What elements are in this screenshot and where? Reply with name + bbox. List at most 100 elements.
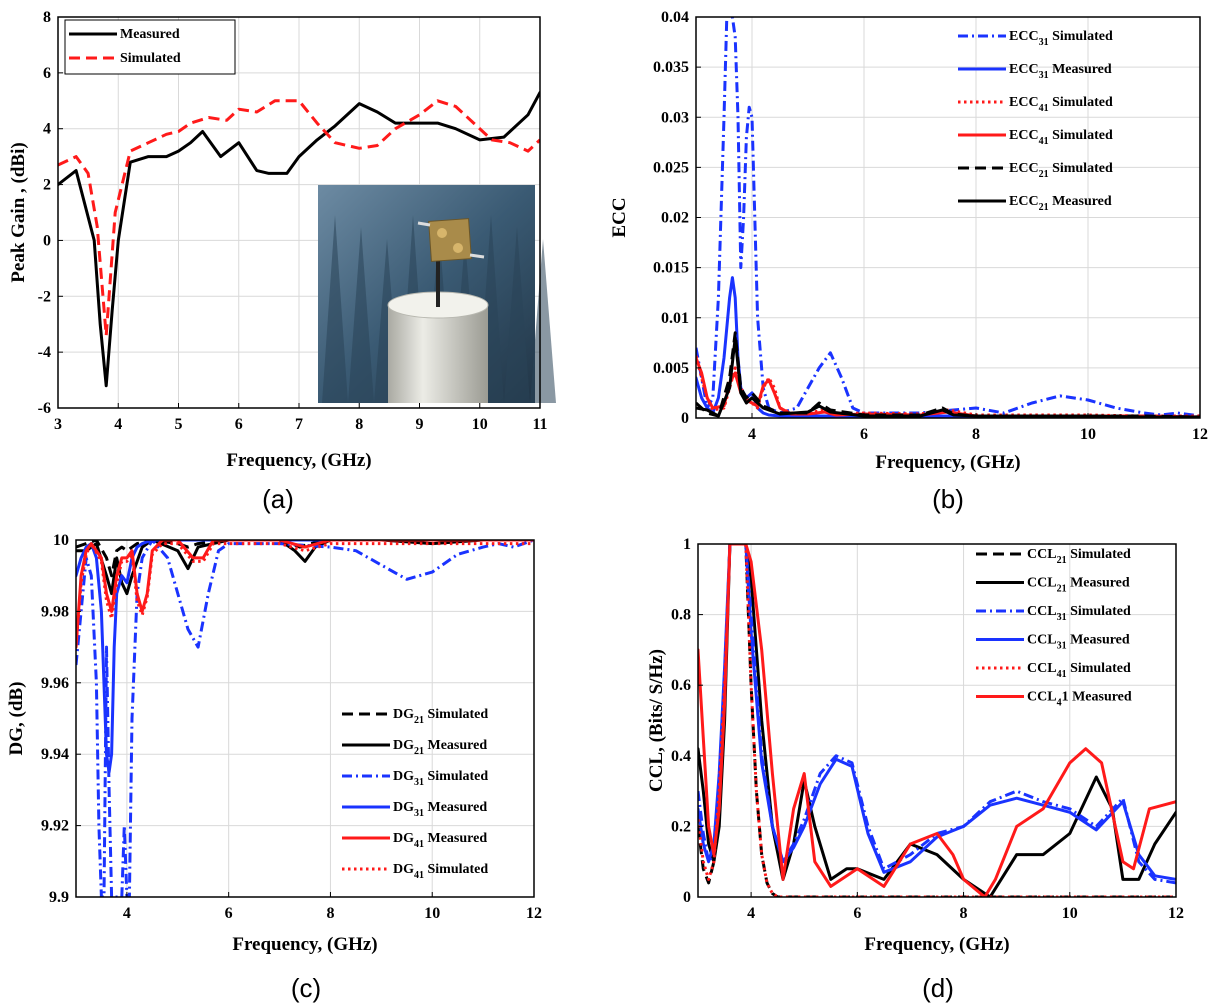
y-tick-label: 0.035 bbox=[653, 59, 689, 76]
y-tick-label: -6 bbox=[38, 400, 51, 417]
legend-box bbox=[64, 19, 236, 75]
legend-entry-label: DG21 Measured bbox=[393, 738, 487, 757]
y-axis-title: CCL, (Bits/ S/Hz) bbox=[646, 649, 667, 792]
series-line-3 bbox=[76, 540, 534, 897]
legend-entry-label: Measured bbox=[120, 27, 180, 42]
legend-entry-label: DG31 Measured bbox=[393, 800, 487, 819]
legend: CCL21 Simulated CCL21 Measured CCL31 Simul… bbox=[976, 547, 1132, 709]
y-axis-title: Peak Gain , (dBi) bbox=[8, 142, 29, 282]
absorber-cone bbox=[322, 215, 348, 403]
mounting-rod bbox=[436, 255, 440, 307]
x-tick-label: 8 bbox=[326, 905, 334, 922]
y-tick-label: 9.94 bbox=[41, 746, 69, 763]
legend-entry-label: Simulated bbox=[120, 51, 181, 66]
absorber-cone bbox=[530, 239, 556, 403]
series-line-6 bbox=[696, 336, 1200, 418]
panel-label: (c) bbox=[291, 973, 321, 1003]
x-tick-label: 12 bbox=[1168, 905, 1184, 922]
y-tick-label: 9.98 bbox=[41, 603, 69, 620]
x-tick-label: 4 bbox=[114, 416, 122, 433]
x-tick-label: 4 bbox=[748, 426, 756, 443]
legend-entry-label: DG21 Simulated bbox=[393, 707, 488, 726]
y-tick-label: 1 bbox=[683, 536, 691, 553]
x-tick-label: 7 bbox=[295, 416, 303, 433]
x-axis-title: Frequency, (GHz) bbox=[226, 450, 371, 471]
legend-entry-label: DG31 Simulated bbox=[393, 769, 488, 788]
legend-entry-label: ECC21 Measured bbox=[1009, 194, 1112, 213]
y-tick-label: 0.025 bbox=[653, 159, 689, 176]
chart-panel-b: 4 6 8 10 12 0 0.005 0.01 0.015 0.02 0.025 0.03 0.035… bbox=[609, 9, 1208, 514]
chart-panel-d: 4 6 8 10 12 0 0.2 0.4 0.6 0.8 1 Frequency, (GHz) C… bbox=[646, 536, 1184, 1003]
y-tick-label: 2 bbox=[43, 177, 51, 194]
x-tick-label: 6 bbox=[235, 416, 243, 433]
plot-area-frame bbox=[697, 543, 1177, 898]
x-tick-label: 8 bbox=[960, 905, 968, 922]
panel-label: (b) bbox=[932, 484, 964, 514]
legend-entry-label: ECC41 Simulated bbox=[1009, 128, 1113, 147]
foam-support-cylinder bbox=[388, 305, 488, 403]
x-tick-label: 6 bbox=[853, 905, 861, 922]
y-tick-label: 9.92 bbox=[41, 818, 69, 835]
series-line-6 bbox=[698, 544, 1176, 897]
x-tick-label: 8 bbox=[972, 426, 980, 443]
x-tick-label: 8 bbox=[355, 416, 363, 433]
y-tick-label: 0.02 bbox=[661, 210, 689, 227]
antenna-photo-inset bbox=[318, 185, 556, 403]
y-tick-label: -4 bbox=[38, 344, 51, 361]
x-tick-label: 9 bbox=[416, 416, 424, 433]
absorber-cone bbox=[504, 227, 530, 403]
x-axis-title: Frequency, (GHz) bbox=[875, 452, 1020, 473]
x-tick-label: 12 bbox=[526, 905, 542, 922]
legend-entry-label: CCL41 Measured bbox=[1027, 690, 1132, 709]
series-line-2 bbox=[76, 540, 534, 596]
legend-entry-label: ECC31 Simulated bbox=[1009, 29, 1113, 48]
x-tick-label: 10 bbox=[424, 905, 440, 922]
chart-panel-c: 4 6 8 10 12 9.9 9.92 9.94 9.96 9.98 10 Frequency, … bbox=[6, 532, 542, 1003]
radiating-patch bbox=[453, 243, 463, 253]
panel-label: (d) bbox=[922, 973, 954, 1003]
series-line-1 bbox=[58, 90, 540, 388]
y-tick-label: 0.6 bbox=[671, 677, 691, 694]
legend-entry-label: DG41 Measured bbox=[393, 831, 487, 850]
series-line-6 bbox=[76, 542, 534, 648]
sma-connector bbox=[469, 253, 485, 259]
legend-entry-label: CCL41 Simulated bbox=[1027, 661, 1131, 680]
x-tick-label: 11 bbox=[532, 416, 547, 433]
y-tick-label: 0.4 bbox=[671, 748, 691, 765]
legend: DG21 Simulated DG21 Measured DG31 Simulate… bbox=[342, 707, 488, 881]
y-tick-label: 9.9 bbox=[49, 889, 69, 906]
y-tick-label: 10 bbox=[53, 532, 69, 549]
radiating-patch bbox=[437, 228, 447, 238]
y-tick-label: 0 bbox=[43, 232, 51, 249]
y-tick-label: 0.015 bbox=[653, 260, 689, 277]
absorber-cone bbox=[348, 227, 374, 403]
plot-area-frame bbox=[75, 539, 535, 898]
sma-connector bbox=[417, 221, 431, 227]
x-tick-label: 10 bbox=[1080, 426, 1096, 443]
legend-entry-label: ECC31 Measured bbox=[1009, 62, 1112, 81]
series-line-3 bbox=[698, 544, 1176, 885]
legend-entry-label: CCL31 Simulated bbox=[1027, 604, 1131, 623]
y-tick-label: 0 bbox=[683, 889, 691, 906]
y-tick-label: 0 bbox=[681, 410, 689, 427]
legend-entry-label: CCL31 Measured bbox=[1027, 633, 1130, 652]
y-axis-title: ECC bbox=[609, 197, 630, 237]
series-line-4 bbox=[76, 540, 534, 774]
y-axis-title: DG, (dB) bbox=[6, 682, 27, 756]
x-tick-label: 4 bbox=[123, 905, 131, 922]
x-tick-label: 6 bbox=[225, 905, 233, 922]
legend-entry-label: DG41 Simulated bbox=[393, 862, 488, 881]
x-tick-label: 3 bbox=[54, 416, 62, 433]
y-tick-label: 0.01 bbox=[661, 310, 689, 327]
x-tick-label: 6 bbox=[860, 426, 868, 443]
y-tick-label: 6 bbox=[43, 65, 51, 82]
x-axis-title: Frequency, (GHz) bbox=[232, 934, 377, 955]
y-tick-label: 4 bbox=[43, 121, 51, 138]
y-tick-label: 0.005 bbox=[653, 360, 689, 377]
x-tick-label: 4 bbox=[747, 905, 755, 922]
legend: ECC31 Simulated ECC31 Measured ECC41 Simul… bbox=[958, 29, 1113, 213]
y-tick-label: -2 bbox=[38, 288, 51, 305]
y-tick-label: 0.8 bbox=[671, 607, 691, 624]
antenna-substrate bbox=[428, 218, 472, 262]
